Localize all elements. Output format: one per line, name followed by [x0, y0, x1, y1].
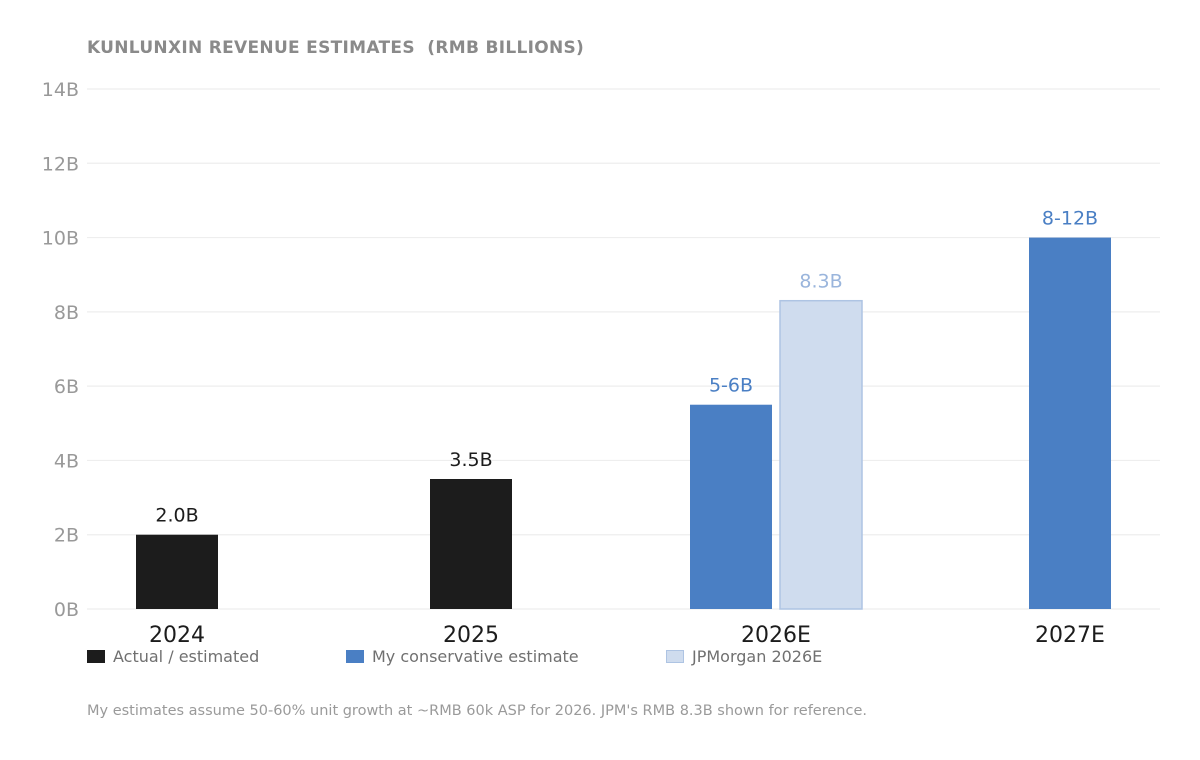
legend-swatch	[346, 650, 364, 663]
data-label: 8.3B	[799, 271, 842, 293]
y-tick-label: 14B	[42, 79, 79, 101]
chart-title: KUNLUNXIN REVENUE ESTIMATES (RMB BILLION…	[87, 38, 585, 58]
legend-item: Actual / estimated	[87, 647, 259, 666]
y-tick-label: 4B	[54, 450, 79, 472]
x-tick-label: 2026E	[741, 623, 811, 648]
legend-item: My conservative estimate	[346, 647, 579, 666]
legend-label: My conservative estimate	[372, 647, 579, 666]
legend-item: JPMorgan 2026E	[666, 647, 822, 666]
bar	[430, 479, 512, 609]
data-label: 3.5B	[449, 449, 492, 471]
legend-label: Actual / estimated	[113, 647, 260, 666]
x-tick-label: 2025	[443, 623, 499, 648]
y-tick-label: 2B	[54, 525, 79, 547]
bar	[136, 534, 218, 609]
footnote: My estimates assume 50-60% unit growth a…	[87, 703, 867, 719]
bar	[690, 404, 772, 609]
y-tick-label: 12B	[42, 153, 79, 175]
x-tick-label: 2024	[149, 623, 205, 648]
y-tick-label: 6B	[54, 376, 79, 398]
x-tick-label: 2027E	[1035, 623, 1105, 648]
legend-label: JPMorgan 2026E	[692, 647, 823, 666]
y-tick-label: 10B	[42, 228, 79, 250]
data-label: 5-6B	[709, 375, 753, 397]
bar	[779, 299, 863, 610]
legend: Actual / estimated My conservative estima…	[87, 647, 1087, 669]
bar	[1029, 237, 1111, 610]
y-tick-label: 0B	[54, 599, 79, 621]
data-label: 2.0B	[155, 505, 198, 527]
data-label: 8-12B	[1042, 208, 1098, 230]
legend-swatch	[87, 650, 105, 663]
y-tick-label: 8B	[54, 302, 79, 324]
legend-swatch	[666, 650, 684, 663]
